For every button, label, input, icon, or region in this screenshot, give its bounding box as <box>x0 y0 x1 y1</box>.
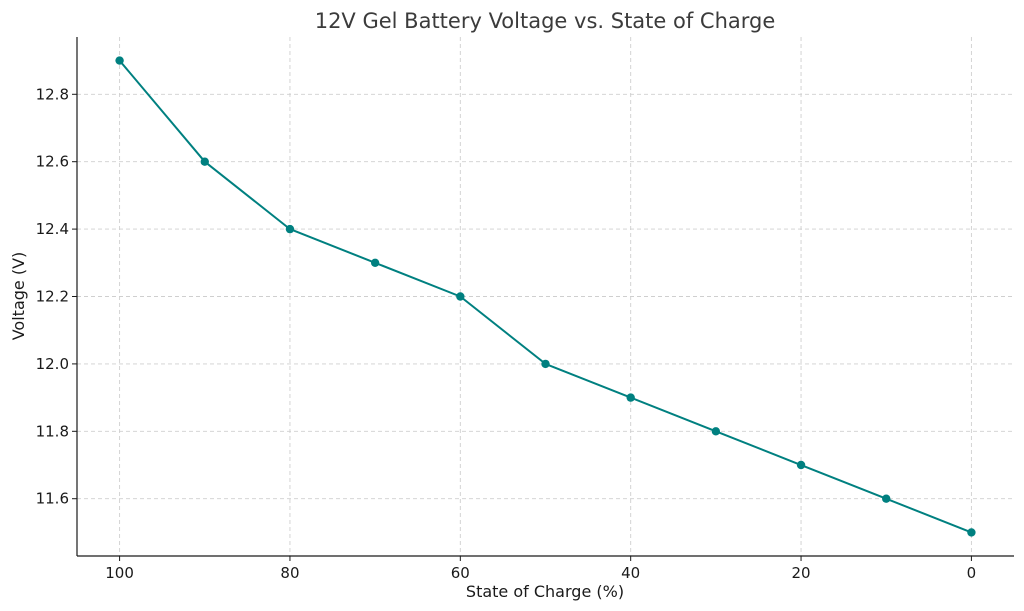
y-tick-label: 12.4 <box>36 220 69 238</box>
data-point <box>626 393 635 402</box>
data-point <box>711 427 721 436</box>
grid <box>77 37 1014 556</box>
x-tick-label: 20 <box>791 564 810 582</box>
data-point <box>200 157 209 166</box>
data-point <box>967 528 976 537</box>
series-group <box>115 56 976 537</box>
data-point <box>370 258 380 267</box>
x-tick-label: 0 <box>967 564 977 582</box>
x-tick-label: 80 <box>280 564 299 582</box>
x-tick-label: 40 <box>621 564 640 582</box>
data-point <box>456 292 465 301</box>
y-tick-label: 11.8 <box>36 422 69 440</box>
data-point <box>541 359 550 369</box>
y-tick-label: 12.0 <box>36 355 69 373</box>
y-tick-label: 12.6 <box>36 153 69 171</box>
x-axis-ticks: 100 80 60 40 20 0 <box>105 556 976 582</box>
data-point <box>115 56 124 65</box>
x-tick-label: 60 <box>451 564 470 582</box>
data-point <box>882 494 891 503</box>
x-tick-label: 100 <box>105 564 134 582</box>
chart-title: 12V Gel Battery Voltage vs. State of Cha… <box>315 9 776 33</box>
x-axis-label: State of Charge (%) <box>466 582 624 601</box>
y-axis-ticks: 11.6 11.8 12.0 12.2 12.4 12.6 12.8 <box>36 85 77 508</box>
y-tick-label: 12.8 <box>36 85 69 103</box>
y-tick-label: 12.2 <box>36 288 69 306</box>
y-axis-label: Voltage (V) <box>9 252 28 341</box>
data-point <box>285 224 295 234</box>
y-tick-label: 11.6 <box>36 490 69 508</box>
data-point <box>796 460 806 470</box>
